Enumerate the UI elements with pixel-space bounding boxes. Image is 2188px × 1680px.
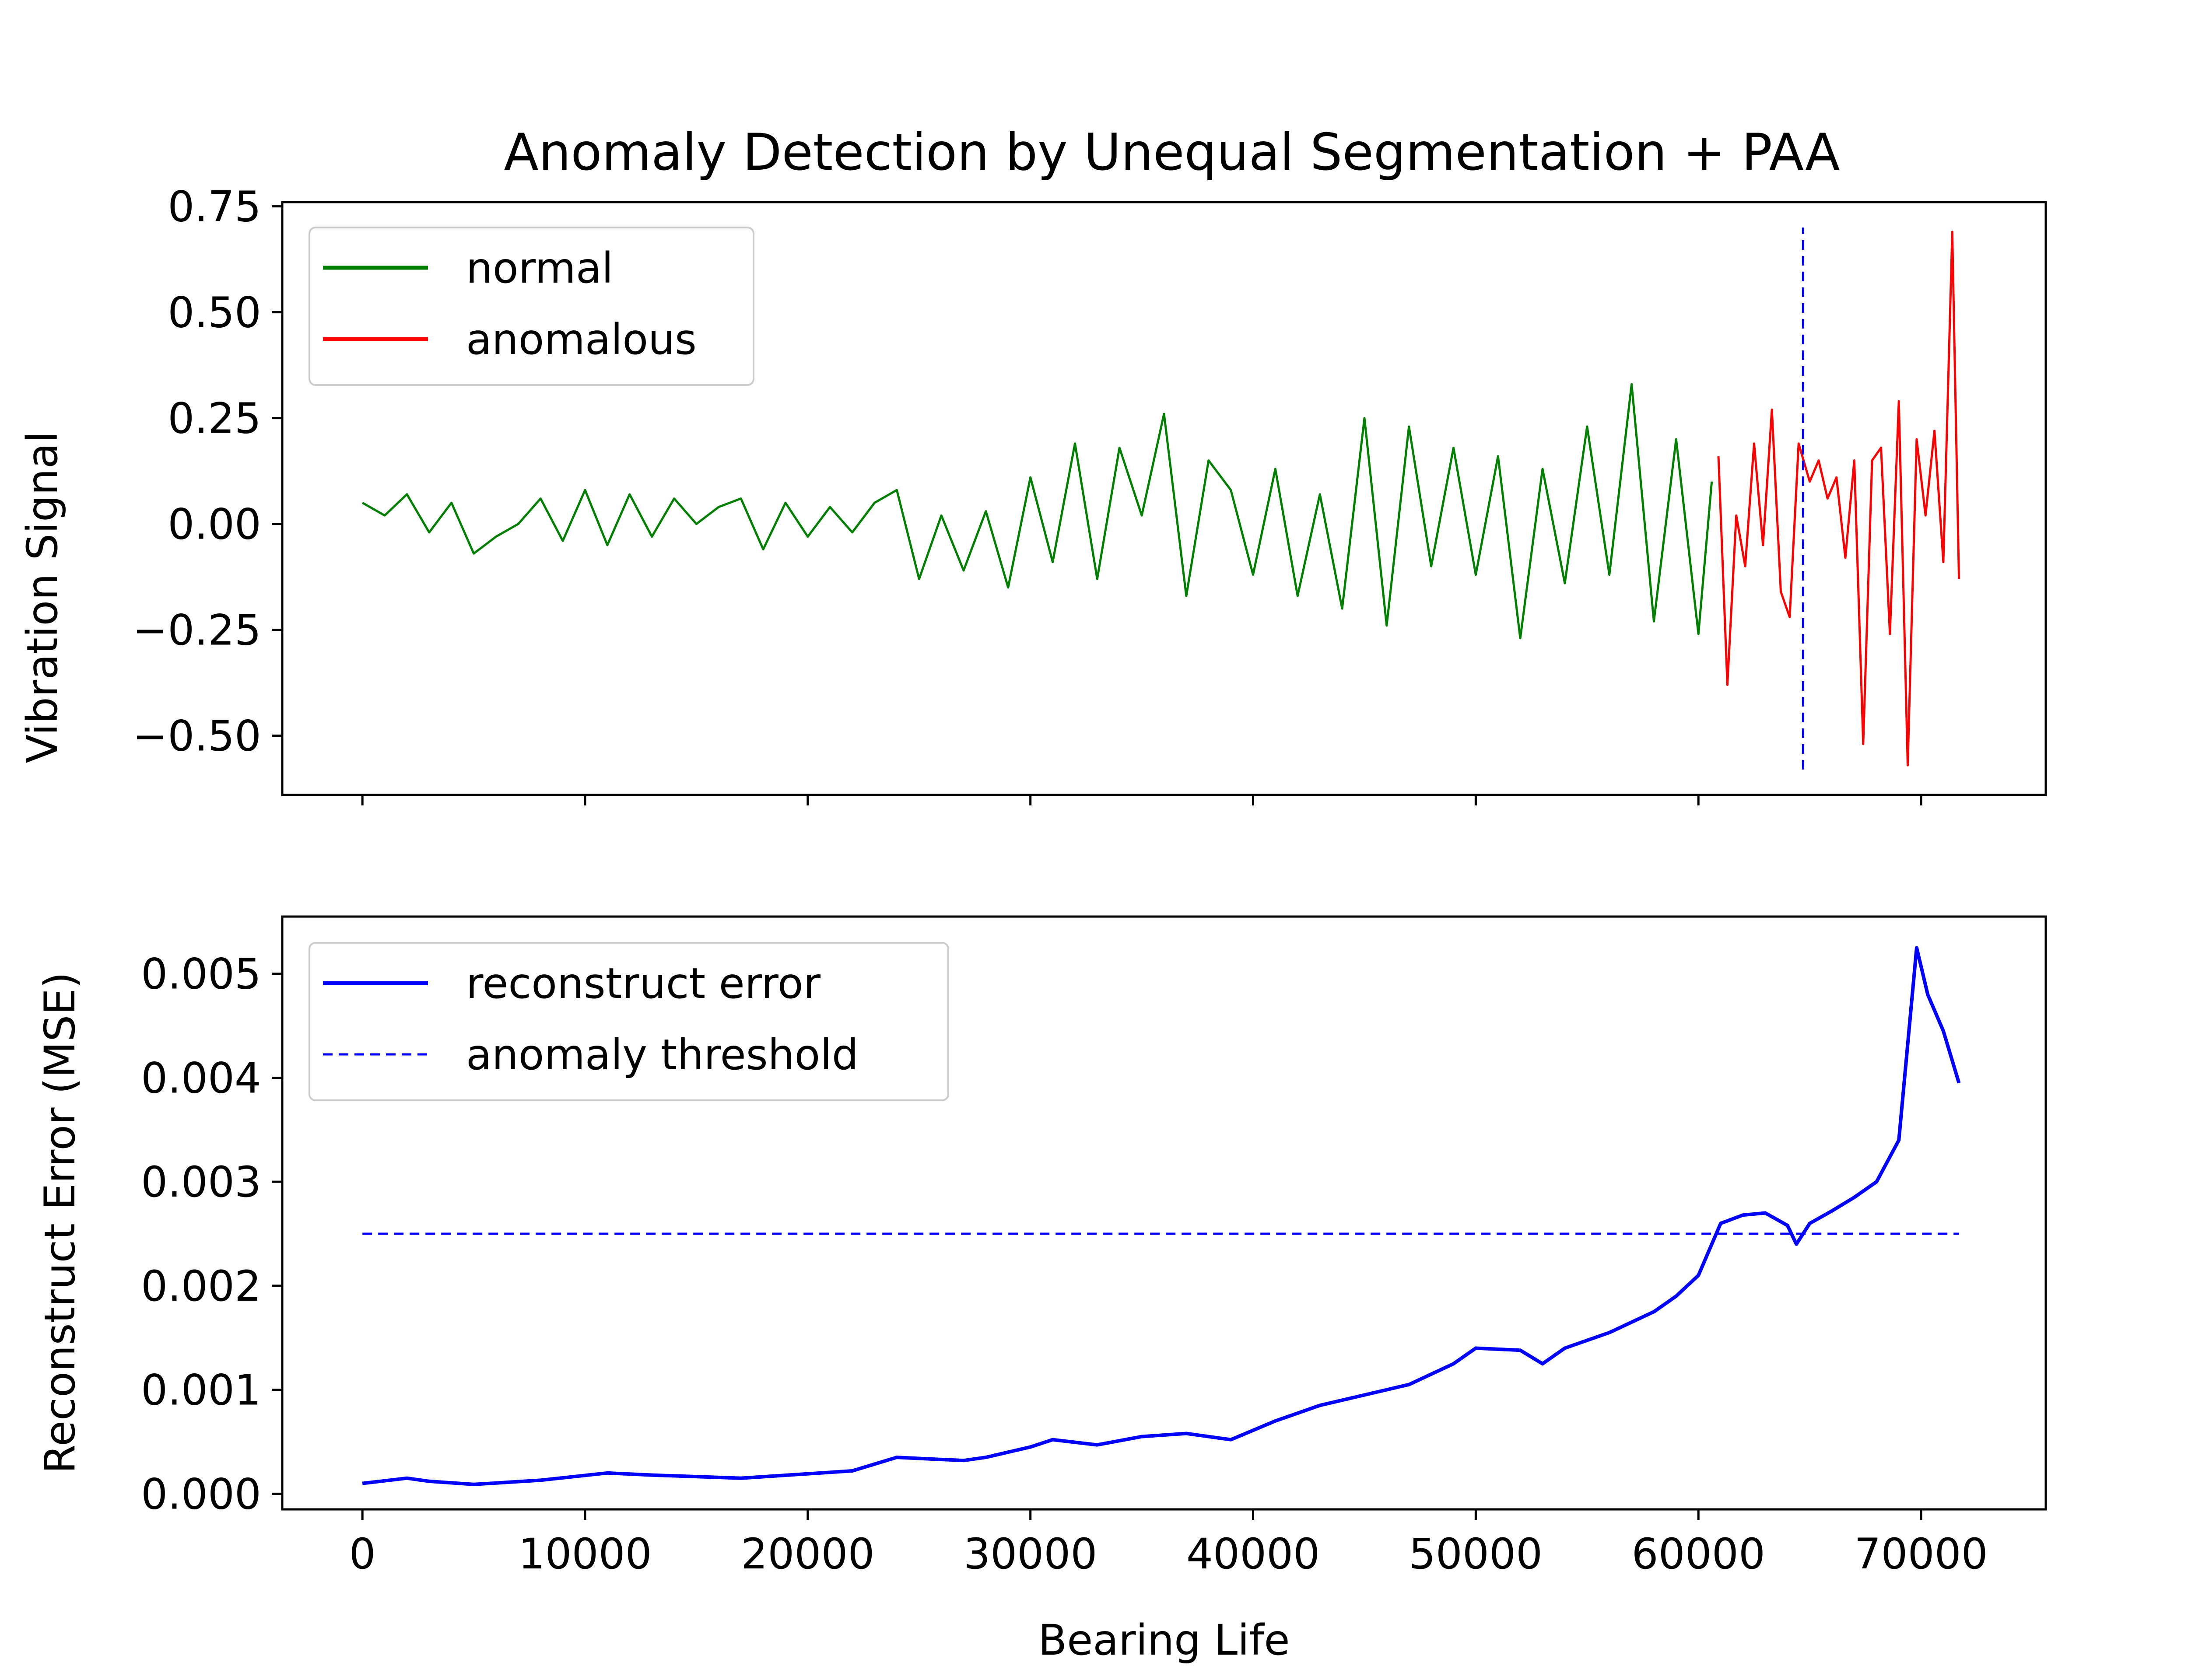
bottom-y-tick-label: 0.000 (141, 1470, 261, 1519)
legend-anomalous-label: anomalous (466, 315, 697, 364)
chart-title: Anomaly Detection by Unequal Segmentatio… (504, 123, 1840, 182)
bottom-axis-ticks: 0 10000 20000 30000 40000 50000 60000 70000 0.00… (141, 950, 1988, 1578)
bottom-axes-frame (281, 915, 2047, 1511)
x-tick-label: 60000 (1632, 1530, 1765, 1578)
legend-normal-label: normal (466, 244, 613, 293)
bottom-y-tick-label: 0.002 (141, 1262, 261, 1311)
bottom-y-tick-label: 0.004 (141, 1054, 261, 1102)
top-legend: normal anomalous (309, 227, 754, 386)
top-y-tick-label: 0.25 (168, 394, 261, 443)
top-y-tick-label: 0.00 (168, 500, 261, 549)
legend-reconstruct-error-label: reconstruct error (466, 959, 821, 1008)
x-tick-label: 0 (349, 1530, 376, 1578)
bottom-chart-panel: Reconstruct Error (MSE) Bearing Life 0 10… (35, 915, 2047, 1665)
series-anomalous-line (1717, 231, 1960, 766)
top-axis-ticks: −0.50 −0.25 0.00 0.25 0.50 0.75 (133, 182, 1922, 805)
top-plot-area (361, 228, 1960, 770)
x-tick-label: 50000 (1409, 1530, 1543, 1578)
x-tick-label: 70000 (1854, 1530, 1988, 1578)
bottom-y-tick-label: 0.003 (141, 1158, 261, 1207)
bottom-y-tick-label: 0.005 (141, 950, 261, 999)
x-tick-label: 20000 (741, 1530, 874, 1578)
top-y-tick-label: −0.50 (133, 712, 261, 761)
x-axis-label: Bearing Life (1038, 1616, 1290, 1665)
top-y-tick-label: 0.75 (168, 182, 261, 231)
legend-anomaly-threshold-label: anomaly threshold (466, 1030, 859, 1079)
bottom-plot-area (362, 946, 1961, 1486)
top-axes-frame (281, 201, 2047, 796)
series-reconstruct-error-line (362, 946, 1961, 1486)
x-tick-label: 30000 (964, 1530, 1097, 1578)
bottom-y-axis-label: Reconstruct Error (MSE) (35, 972, 84, 1474)
top-y-tick-label: −0.25 (133, 606, 261, 655)
top-chart-panel: Anomaly Detection by Unequal Segmentatio… (18, 123, 2047, 805)
bottom-legend: reconstruct error anomaly threshold (309, 942, 949, 1101)
bottom-legend-box (309, 942, 949, 1101)
top-y-axis-label: Vibration Signal (18, 431, 67, 763)
x-tick-label: 40000 (1186, 1530, 1320, 1578)
top-y-tick-label: 0.50 (168, 288, 261, 337)
bottom-y-tick-label: 0.001 (141, 1366, 261, 1415)
series-normal-line (361, 383, 1713, 640)
x-tick-label: 10000 (518, 1530, 652, 1578)
